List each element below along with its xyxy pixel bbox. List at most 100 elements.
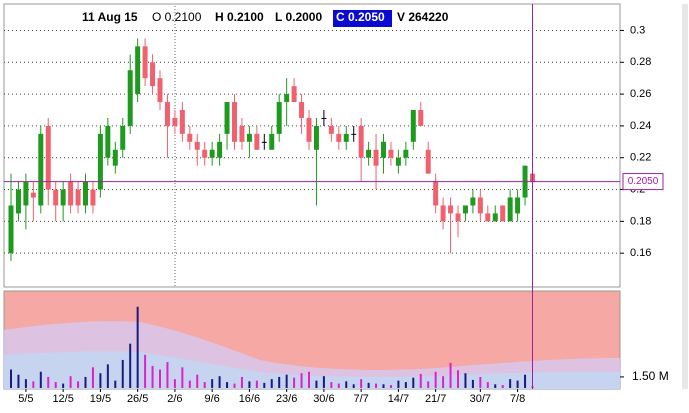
volume-bar [308, 371, 310, 388]
x-tick-label: 21/7 [425, 393, 446, 405]
candle-body [150, 62, 156, 87]
volume-bar [77, 381, 80, 388]
volume-bar [24, 379, 27, 388]
header-close: C 0.2050 [336, 10, 385, 24]
candle-body [358, 125, 364, 158]
candle-body [373, 149, 379, 166]
candle-body [15, 189, 21, 214]
candle-body [112, 149, 118, 166]
x-tick-label: 7/8 [510, 393, 525, 405]
volume-bar [419, 373, 422, 388]
volume-bar [494, 384, 497, 388]
x-tick-label: 19/5 [90, 393, 111, 405]
volume-bar [17, 374, 20, 388]
candle-body [470, 197, 476, 206]
volume-bar [136, 306, 139, 388]
candle-body [164, 102, 170, 126]
volume-bar [382, 384, 385, 388]
volume-bar [32, 381, 35, 388]
volume-bar [516, 380, 519, 388]
candle-body [38, 133, 44, 206]
volume-bar [352, 384, 355, 388]
volume-bar [240, 376, 243, 388]
volume-bar [91, 367, 94, 388]
candle-body [75, 189, 81, 206]
candle-body [284, 94, 290, 103]
volume-bar [293, 377, 296, 388]
candle-body [343, 133, 349, 142]
candle-body [60, 189, 66, 206]
x-tick-label: 30/7 [470, 393, 491, 405]
volume-bar [501, 385, 504, 388]
volume-bar [181, 367, 184, 388]
x-tick-label: 30/6 [313, 393, 334, 405]
candle-body [53, 189, 59, 206]
volume-bar [270, 379, 273, 388]
y-tick-label: 0.24 [630, 120, 651, 132]
candle-body [395, 157, 401, 166]
candle-body [8, 205, 14, 254]
volume-bar [285, 374, 288, 388]
header-close-box [333, 10, 392, 27]
candle-body [68, 181, 74, 206]
candle-body [313, 125, 319, 150]
candle-body [336, 133, 342, 142]
y-tick-label: 0.26 [630, 88, 651, 100]
volume-bar [479, 376, 482, 388]
candle-body [321, 117, 327, 119]
x-tick-label: 2/6 [167, 393, 182, 405]
volume-bar [99, 373, 102, 388]
x-tick-label: 9/6 [205, 393, 220, 405]
x-tick-label: 12/5 [52, 393, 73, 405]
volume-bar [412, 377, 415, 388]
candle-body [261, 141, 267, 143]
volume-bar [434, 371, 437, 388]
volume-bar [69, 376, 72, 388]
volume-bar [427, 381, 430, 388]
candle-body [187, 133, 193, 142]
candle-body [209, 149, 215, 158]
volume-bar [106, 364, 109, 388]
candle-body [246, 133, 252, 142]
x-tick-label: 16/6 [239, 393, 260, 405]
y-tick-label: 0.16 [630, 247, 651, 259]
volume-bar [263, 382, 266, 388]
candle-body [515, 197, 521, 214]
candle-body [23, 181, 29, 206]
header-low: L 0.2000 [275, 10, 322, 24]
volume-bar [375, 383, 378, 388]
volume-bar [144, 354, 147, 388]
candle-body [306, 117, 312, 142]
volume-bar [173, 379, 176, 388]
candle-body [135, 46, 141, 95]
volume-bar [442, 376, 445, 388]
y-tick-label: 0.18 [630, 215, 651, 227]
candle-body [507, 197, 513, 222]
scroll-strip [682, 4, 688, 389]
candle-body [276, 102, 282, 134]
volume-bar [166, 362, 169, 388]
candle-body [448, 205, 454, 214]
volume-bar [404, 382, 407, 388]
volume-bar [151, 365, 154, 388]
volume-bar [129, 343, 132, 388]
y-tick-label: 0.22 [630, 152, 651, 164]
volume-tick-label: 1.50 M [632, 369, 669, 383]
price-pane [3, 3, 621, 288]
candle-body [254, 133, 260, 150]
x-tick-label: 5/5 [18, 393, 33, 405]
candle-body [202, 149, 208, 158]
volume-bar [226, 382, 229, 388]
volume-bar [524, 374, 527, 388]
volume-bar [449, 362, 452, 388]
candle-body [97, 133, 103, 190]
candle-body [410, 110, 416, 142]
x-tick-label: 26/5 [127, 393, 148, 405]
candle-body [179, 110, 185, 134]
cursor-label: 0.2050 [628, 176, 659, 187]
x-tick-label: 14/7 [388, 393, 409, 405]
volume-bar [509, 379, 512, 388]
cursor-label-box [622, 173, 664, 191]
candle-body [455, 213, 461, 222]
